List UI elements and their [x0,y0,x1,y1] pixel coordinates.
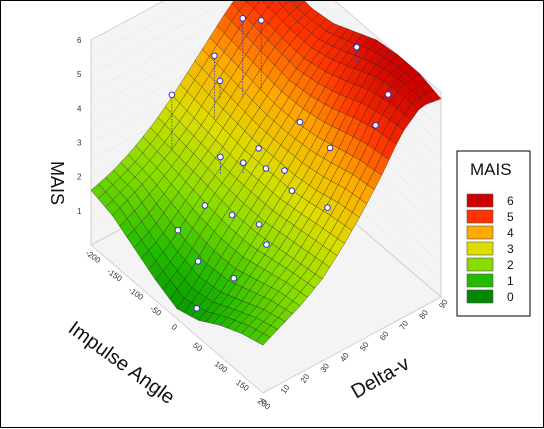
legend-label: 3 [507,242,514,256]
legend-label: 5 [507,210,514,224]
legend-swatch [466,241,494,256]
legend-swatch [466,289,494,304]
observation-point [262,165,270,172]
z-tick-label: 1 [77,207,82,216]
y-tick-label: 60 [378,329,391,342]
z-tick-label: 4 [77,104,82,113]
observation-point [201,202,209,209]
legend-swatch [466,225,494,240]
observation-point [239,159,247,167]
observation-point [326,144,334,152]
y-tick-label: 10 [279,383,292,396]
y-tick-label: 0 [259,397,269,406]
observation-point [257,17,265,24]
legend-label: 0 [507,290,514,304]
legend-swatch [466,273,494,288]
observation-point [239,15,247,22]
observation-points [168,15,392,312]
wall-gridline [90,1,196,58]
x-axis-label: Impulse Angle [64,317,179,409]
observation-point [216,77,224,85]
observation-point [372,122,379,129]
z-tick-label: 3 [77,139,82,148]
y-tick-label: 30 [319,361,332,374]
observation-point [255,221,263,228]
observation-point [194,258,202,265]
y-tick-label: 50 [358,340,371,353]
observation-point [324,204,331,211]
z-axis-label: MAIS [47,161,67,205]
observation-point [193,305,201,312]
observation-point [230,275,238,282]
z-tick-label: 5 [77,70,82,79]
legend-label: 2 [507,258,514,272]
legend-label: 1 [507,274,514,288]
legend-swatch [466,209,494,224]
observation-point [228,211,236,219]
y-tick-label: 80 [417,308,430,321]
observation-point [288,187,296,194]
legend-label: 6 [507,194,514,208]
observation-point [384,91,392,98]
observation-point [174,226,182,234]
legend-title: MAIS [470,160,512,179]
y-tick-label: 40 [338,351,351,364]
z-tick-label: 6 [77,36,82,45]
x-tick-label: -50 [148,304,163,318]
observation-point [353,43,361,51]
observation-point [217,153,224,161]
surface-cell [255,333,271,346]
observation-point [168,91,176,99]
y-axis-label: Delta-v [348,353,414,404]
response-surface [90,1,442,346]
observation-point [255,145,262,152]
observation-point [211,52,218,60]
legend-swatch [466,193,494,208]
legend-label: 4 [507,226,514,240]
x-tick-label: 0 [170,322,179,332]
observation-point [296,118,304,126]
legend: MAIS 6 5 4 3 2 1 0 [456,150,531,317]
wall-gridline [90,1,228,75]
observation-point [281,167,288,174]
observation-point [263,241,270,248]
x-tick-label: 50 [191,341,204,354]
legend-swatch [466,257,494,272]
y-tick-label: 90 [437,297,450,310]
y-tick-label: 70 [398,319,411,332]
y-tick-label: 20 [299,372,312,385]
z-tick-label: 2 [77,173,82,182]
